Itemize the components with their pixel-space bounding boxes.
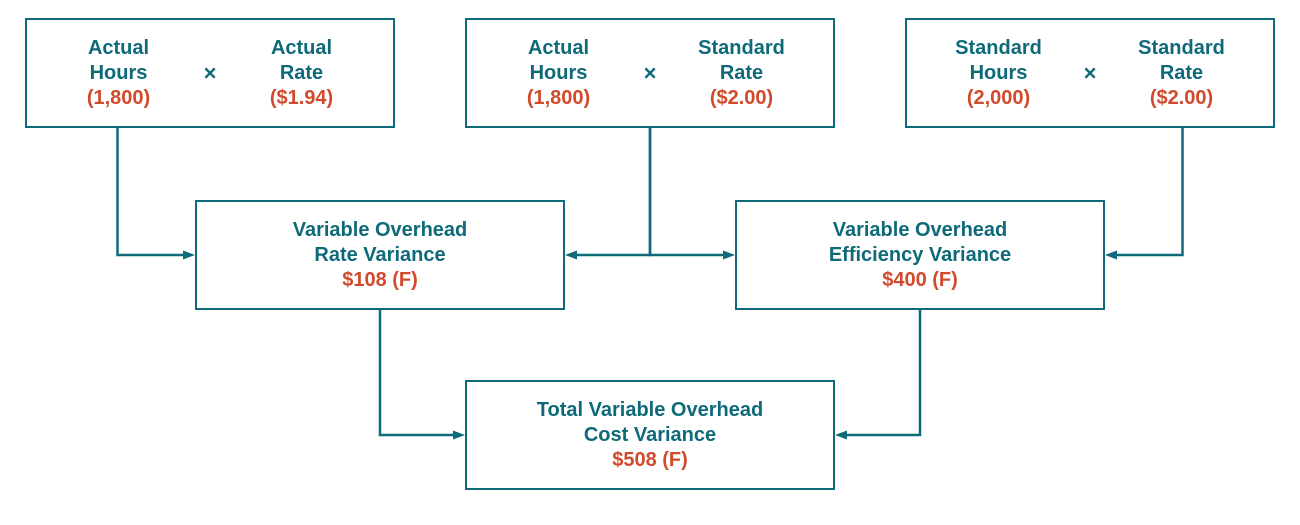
variance-box-total: Total Variable Overhead Cost Variance $5… bbox=[465, 380, 835, 490]
variance-value: $108 (F) bbox=[342, 268, 418, 293]
calc-value: (1,800) bbox=[87, 86, 150, 111]
calc-label: Rate bbox=[720, 61, 763, 86]
calc-label: Standard bbox=[1138, 36, 1225, 61]
variance-title: Variable Overhead bbox=[833, 218, 1008, 243]
variance-title: Total Variable Overhead bbox=[537, 398, 763, 423]
variance-title: Variable Overhead bbox=[293, 218, 468, 243]
calc-value: ($1.94) bbox=[270, 86, 333, 111]
calc-box-ahar: Actual Hours (1,800) × Actual Rate ($1.9… bbox=[25, 18, 395, 128]
variance-title: Cost Variance bbox=[584, 423, 716, 448]
calc-label: Standard bbox=[955, 36, 1042, 61]
calc-value: ($2.00) bbox=[710, 86, 773, 111]
calc-label: Actual bbox=[271, 36, 332, 61]
calc-label: Hours bbox=[970, 61, 1028, 86]
calc-box-shsr: Standard Hours (2,000) × Standard Rate (… bbox=[905, 18, 1275, 128]
calc-value: ($2.00) bbox=[1150, 86, 1213, 111]
calc-label: Actual bbox=[528, 36, 589, 61]
variance-box-rate: Variable Overhead Rate Variance $108 (F) bbox=[195, 200, 565, 310]
calc-label: Actual bbox=[88, 36, 149, 61]
variance-value: $508 (F) bbox=[612, 448, 688, 473]
calc-label: Rate bbox=[280, 61, 323, 86]
variance-box-efficiency: Variable Overhead Efficiency Variance $4… bbox=[735, 200, 1105, 310]
variance-title: Rate Variance bbox=[314, 243, 445, 268]
calc-box-ahsr: Actual Hours (1,800) × Standard Rate ($2… bbox=[465, 18, 835, 128]
calc-label: Standard bbox=[698, 36, 785, 61]
calc-value: (2,000) bbox=[967, 86, 1030, 111]
calc-label: Hours bbox=[530, 61, 588, 86]
calc-label: Rate bbox=[1160, 61, 1203, 86]
variance-value: $400 (F) bbox=[882, 268, 958, 293]
calc-label: Hours bbox=[90, 61, 148, 86]
variance-title: Efficiency Variance bbox=[829, 243, 1011, 268]
calc-value: (1,800) bbox=[527, 86, 590, 111]
